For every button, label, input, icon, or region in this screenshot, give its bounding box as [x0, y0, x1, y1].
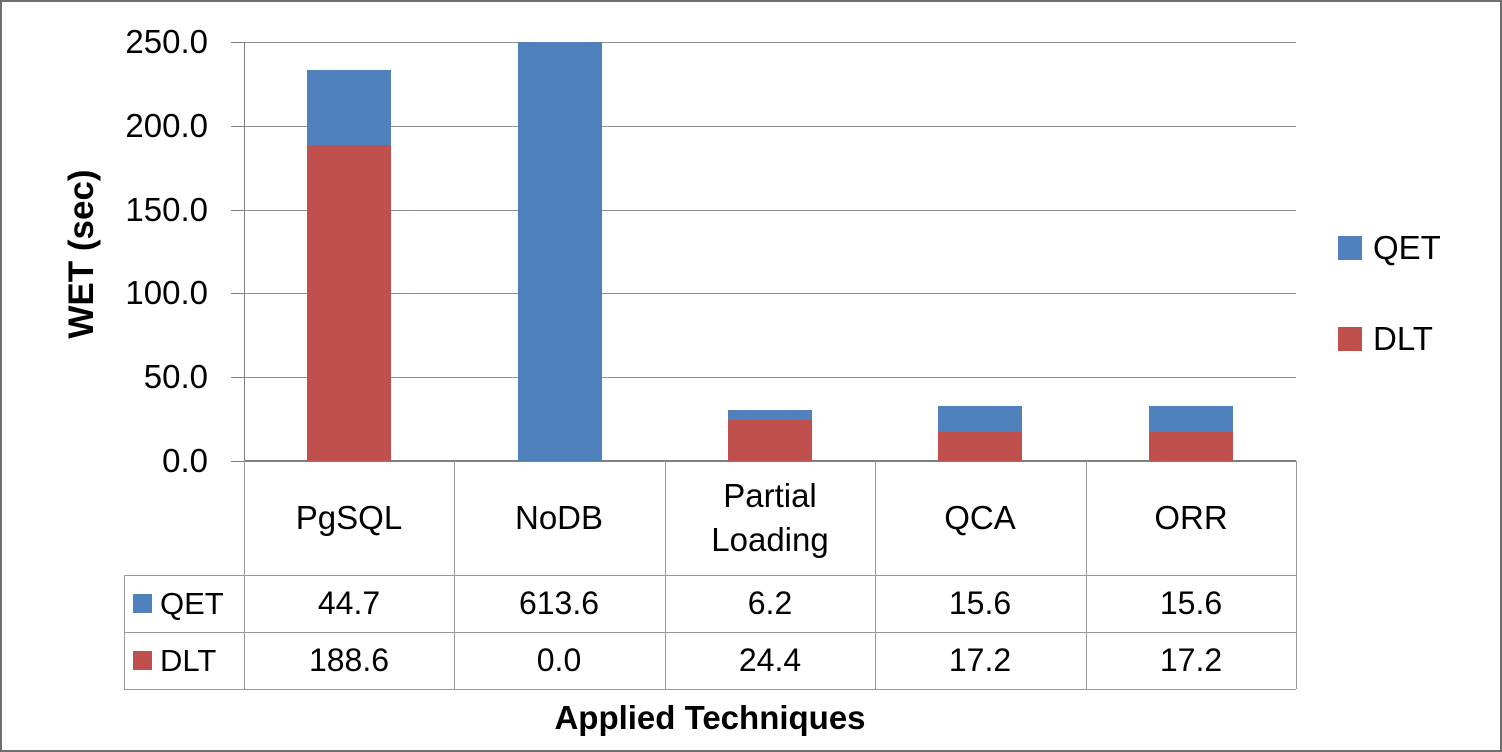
y-tick-label: 150.0: [125, 191, 208, 228]
y-gridline: [244, 126, 1296, 127]
bar-qet-partial-loading: [728, 410, 812, 420]
table-cell: 188.6: [308, 642, 390, 678]
bar-dlt-orr: [1149, 432, 1233, 461]
legend-item-dlt: DLT: [1338, 320, 1433, 357]
x-axis-title: Applied Techniques: [554, 699, 866, 736]
table-cell: 17.2: [1159, 642, 1223, 678]
y-tick-label: 100.0: [125, 274, 208, 311]
bar-qet-qca: [938, 406, 1022, 432]
table-cell: 15.6: [948, 585, 1012, 621]
y-axis-tickmark: [231, 126, 244, 127]
y-axis-tickmark: [231, 461, 244, 462]
y-axis-tickmark: [231, 210, 244, 211]
table-cell: 15.6: [1159, 585, 1223, 621]
table-cell: 17.2: [948, 642, 1012, 678]
bar-dlt-partial-loading: [728, 420, 812, 461]
legend-label: QET: [1373, 229, 1441, 266]
bar-qet-pgsql: [307, 70, 391, 145]
bar-qet-orr: [1149, 406, 1233, 432]
y-gridline: [244, 377, 1296, 378]
bar-dlt-pgsql: [307, 145, 391, 461]
table-row-key-qet: QET: [124, 575, 244, 632]
category-label: ORR: [1154, 499, 1228, 537]
table-cell: 44.7: [317, 585, 381, 621]
y-gridline: [244, 293, 1296, 294]
category-label: QCA: [944, 499, 1016, 537]
category-label: Partial Loading: [711, 477, 829, 558]
table-cell: 24.4: [738, 642, 802, 678]
table-row-key-label: QET: [160, 585, 224, 621]
table-row-border: [124, 689, 1296, 690]
dlt-key-swatch-icon: [133, 651, 152, 670]
y-tick-label: 50.0: [143, 358, 208, 395]
table-row-key-label: DLT: [160, 642, 217, 678]
y-tick-label: 250.0: [125, 23, 208, 60]
table-row-border: [124, 575, 1296, 576]
table-cell: 6.2: [747, 585, 793, 621]
table-row-border: [124, 632, 1296, 633]
table-column-border: [1296, 461, 1297, 689]
table-row-key-dlt: DLT: [124, 632, 244, 689]
y-axis-tickmark: [231, 377, 244, 378]
qet-key-swatch-icon: [133, 594, 152, 613]
table-cell: 0.0: [536, 642, 582, 678]
dlt-legend-swatch-icon: [1338, 327, 1362, 351]
x-axis-line: [244, 460, 1296, 462]
y-axis-line: [244, 42, 245, 461]
y-tick-label: 200.0: [125, 107, 208, 144]
qet-legend-swatch-icon: [1338, 236, 1362, 260]
category-label: PgSQL: [295, 499, 403, 537]
y-gridline: [244, 42, 1296, 43]
y-tick-label: 0.0: [162, 442, 208, 479]
y-axis-tickmark: [231, 42, 244, 43]
bar-dlt-qca: [938, 432, 1022, 461]
category-label: NoDB: [514, 499, 604, 537]
legend-item-qet: QET: [1338, 229, 1441, 266]
y-axis-tickmark: [231, 293, 244, 294]
bar-qet-nodb: [518, 42, 602, 461]
legend-label: DLT: [1373, 320, 1433, 357]
table-cell: 613.6: [518, 585, 600, 621]
y-gridline: [244, 210, 1296, 211]
